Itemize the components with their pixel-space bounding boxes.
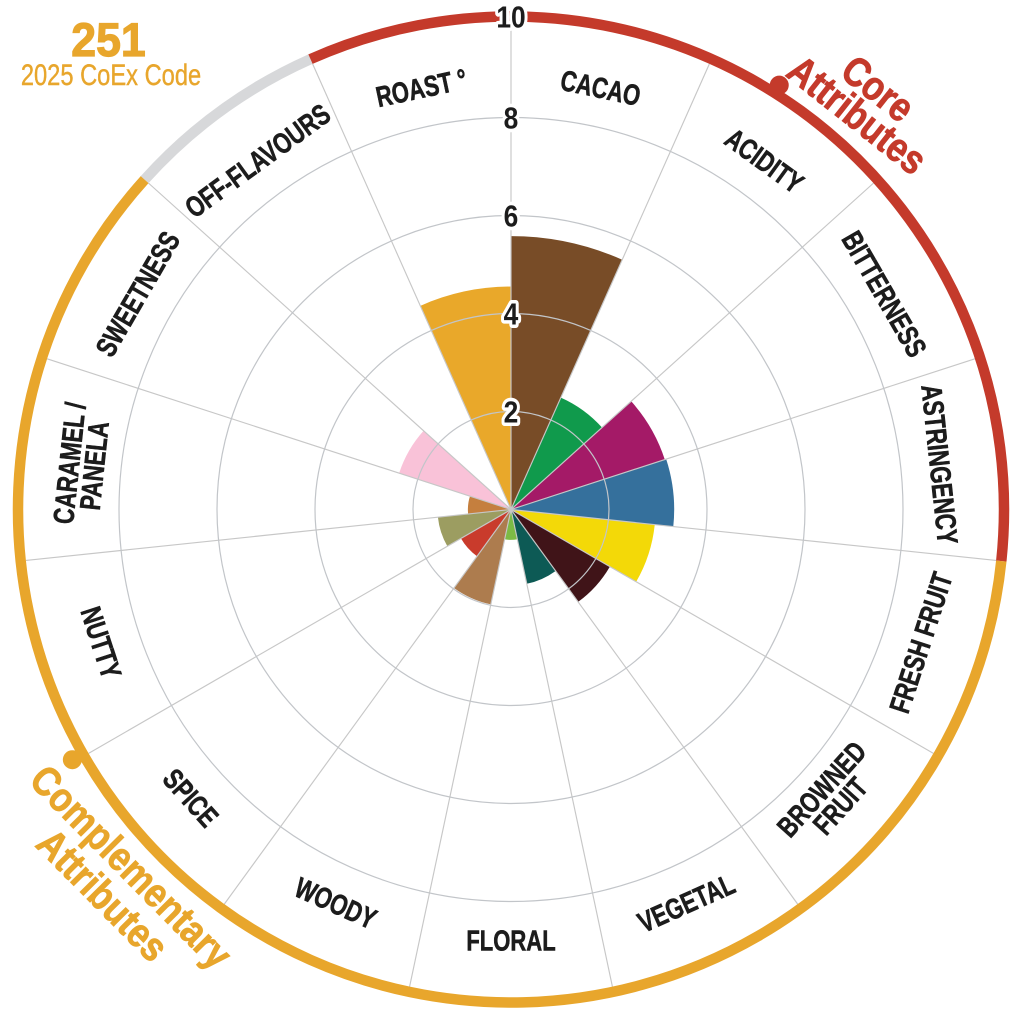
svg-text:FLORAL: FLORAL bbox=[466, 926, 555, 958]
svg-text:2025 CoEx Code: 2025 CoEx Code bbox=[21, 58, 201, 91]
svg-text:251: 251 bbox=[71, 14, 145, 66]
svg-text:VEGETAL: VEGETAL bbox=[634, 869, 740, 939]
svg-text:ASTRINGENCY: ASTRINGENCY bbox=[915, 383, 963, 546]
svg-text:BITTERNESS: BITTERNESS bbox=[835, 226, 932, 363]
svg-text:ROAST °: ROAST ° bbox=[373, 64, 470, 114]
svg-text:CoreAttributes: CoreAttributes bbox=[778, 21, 955, 184]
svg-text:2: 2 bbox=[504, 396, 519, 430]
svg-text:NUTTY: NUTTY bbox=[74, 603, 127, 683]
svg-text:SPICE: SPICE bbox=[156, 763, 224, 833]
svg-text:CARAMEL /PANELA: CARAMEL /PANELA bbox=[48, 401, 117, 528]
svg-text:6: 6 bbox=[504, 200, 519, 234]
svg-text:WOODY: WOODY bbox=[290, 872, 381, 936]
svg-text:10: 10 bbox=[496, 1, 525, 35]
svg-text:8: 8 bbox=[504, 102, 519, 136]
svg-text:FRESH FRUIT: FRESH FRUIT bbox=[884, 569, 959, 718]
svg-text:SWEETNESS: SWEETNESS bbox=[90, 227, 186, 363]
svg-text:ACIDITY: ACIDITY bbox=[719, 123, 809, 200]
svg-text:4: 4 bbox=[504, 298, 519, 332]
svg-text:CACAO: CACAO bbox=[558, 65, 644, 113]
